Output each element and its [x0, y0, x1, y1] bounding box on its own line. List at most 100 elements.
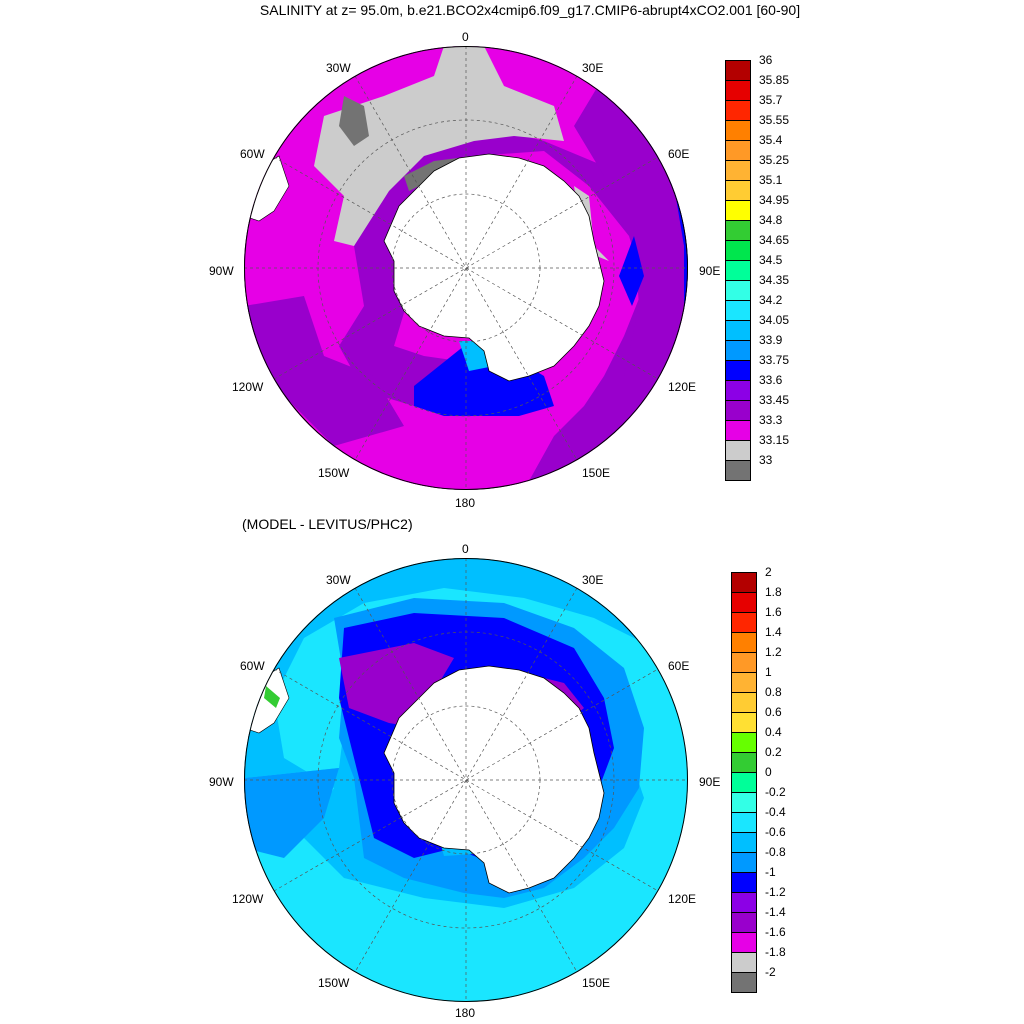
difference-colorbar-label: 0: [765, 765, 772, 779]
salinity-colorbar-swatch: [725, 280, 751, 301]
salinity-colorbar-label: 36: [759, 53, 773, 67]
salinity-colorbar-swatch: [725, 340, 751, 361]
difference-colorbar-swatch: [731, 892, 757, 913]
difference-colorbar-label: -1.6: [765, 925, 786, 939]
lon-label-120e-bottom: 120E: [668, 892, 697, 906]
salinity-colorbar-label: 35.7: [759, 93, 783, 107]
difference-colorbar-label: 0.8: [765, 685, 782, 699]
difference-colorbar-swatch: [731, 812, 757, 833]
salinity-colorbar-label: 34.95: [759, 193, 790, 207]
lon-label-60e: 60E: [668, 147, 690, 161]
difference-colorbar-label: -1.2: [765, 885, 786, 899]
difference-colorbar-swatch: [731, 672, 757, 693]
difference-colorbar-swatch: [731, 912, 757, 933]
salinity-colorbar-swatch: [725, 260, 751, 281]
difference-colorbar-swatch: [731, 632, 757, 653]
salinity-gray-region: [314, 46, 564, 246]
plot-title: SALINITY at z= 95.0m, b.e21.BCO2x4cmip6.…: [259, 2, 801, 18]
salinity-colorbar-label: 34.8: [759, 213, 783, 227]
salinity-colorbar-label: 33.9: [759, 333, 783, 347]
difference-colorbar-label: 1.4: [765, 625, 782, 639]
lon-label-0-bottom: 0: [462, 542, 469, 556]
salinity-colorbar-swatch: [725, 400, 751, 421]
difference-colorbar-label: 1.8: [765, 585, 782, 599]
antarctica-land: [383, 153, 605, 382]
salinity-colorbar-swatch: [725, 200, 751, 221]
salinity-colorbar-label: 35.25: [759, 153, 790, 167]
difference-colorbar-label: -1.8: [765, 945, 786, 959]
lon-label-0: 0: [462, 30, 469, 44]
salinity-colorbar-label: 33.3: [759, 413, 783, 427]
lon-label-150w: 150W: [318, 466, 350, 480]
salinity-colorbar-swatch: [725, 80, 751, 101]
lon-label-90e: 90E: [699, 264, 721, 278]
difference-colorbar: 2 1.8 1.6 1.4 1.2 1 0.8 0.6 0.4 0.2 0 -0.2 -0.4 -0.6 -…: [731, 565, 821, 993]
difference-colorbar-swatch: [731, 852, 757, 873]
antarctica-land-bottom: [383, 665, 605, 894]
lon-label-180: 180: [455, 496, 476, 510]
salinity-colorbar-label: 35.4: [759, 133, 783, 147]
difference-colorbar-swatch: [731, 752, 757, 773]
lon-label-150w-bottom: 150W: [318, 976, 350, 990]
difference-colorbar-label: 1.2: [765, 645, 782, 659]
lon-label-120w-bottom: 120W: [232, 892, 264, 906]
difference-colorbar-label: 2: [765, 565, 772, 579]
salinity-colorbar-label: 33.6: [759, 373, 783, 387]
difference-colorbar-swatch: [731, 932, 757, 953]
salinity-colorbar-swatch: [725, 380, 751, 401]
difference-colorbar-swatch: [731, 612, 757, 633]
lon-label-60w: 60W: [240, 147, 265, 161]
lon-label-150e: 150E: [582, 466, 611, 480]
salinity-colorbar-swatch: [725, 320, 751, 341]
salinity-colorbar-label: 34.35: [759, 273, 790, 287]
salinity-colorbar-swatch: [725, 220, 751, 241]
lon-label-90w: 90W: [209, 264, 234, 278]
lon-label-120w: 120W: [232, 380, 264, 394]
difference-colorbar-label: -2: [765, 965, 776, 979]
salinity-colorbar-swatch: [725, 160, 751, 181]
salinity-colorbar-swatch: [725, 240, 751, 261]
lon-label-120e: 120E: [668, 380, 697, 394]
salinity-colorbar-label: 33.75: [759, 353, 790, 367]
difference-colorbar-label: 1.6: [765, 605, 782, 619]
salinity-colorbar-label: 34.65: [759, 233, 790, 247]
lon-label-180-bottom: 180: [455, 1006, 476, 1020]
difference-subtitle: (MODEL - LEVITUS/PHC2): [242, 516, 413, 532]
difference-colorbar-swatch: [731, 792, 757, 813]
difference-colorbar-label: -0.8: [765, 845, 786, 859]
salinity-colorbar: 36 35.85 35.7 35.55 35.4 35.25 35.1 34.95 34.8 34…: [725, 53, 815, 481]
difference-colorbar-swatch: [731, 732, 757, 753]
salinity-colorbar-label: 35.55: [759, 113, 790, 127]
salinity-colorbar-swatch: [725, 440, 751, 461]
salinity-colorbar-label: 35.85: [759, 73, 790, 87]
difference-colorbar-label: 0.6: [765, 705, 782, 719]
difference-colorbar-label: -1: [765, 865, 776, 879]
difference-colorbar-label: -0.4: [765, 805, 786, 819]
salinity-colorbar-swatch: [725, 300, 751, 321]
lon-label-30e: 30E: [582, 61, 604, 75]
salinity-colorbar-swatch: [725, 360, 751, 381]
salinity-colorbar-label: 33.45: [759, 393, 790, 407]
salinity-colorbar-swatch: [725, 140, 751, 161]
salinity-colorbar-swatch: [725, 420, 751, 441]
lon-label-90w-bottom: 90W: [209, 775, 234, 789]
salinity-colorbar-swatch: [725, 180, 751, 201]
difference-colorbar-swatch: [731, 712, 757, 733]
difference-colorbar-swatch: [731, 952, 757, 973]
lon-label-60w-bottom: 60W: [240, 659, 265, 673]
difference-colorbar-swatch: [731, 692, 757, 713]
salinity-colorbar-label: 35.1: [759, 173, 783, 187]
difference-colorbar-label: -0.2: [765, 785, 786, 799]
lon-label-30e-bottom: 30E: [582, 573, 604, 587]
lon-label-30w: 30W: [326, 61, 351, 75]
salinity-colorbar-label: 33: [759, 453, 773, 467]
difference-colorbar-label: 1: [765, 665, 772, 679]
salinity-colorbar-label: 34.05: [759, 313, 790, 327]
lon-label-30w-bottom: 30W: [326, 573, 351, 587]
difference-colorbar-swatch: [731, 572, 757, 593]
difference-colorbar-swatch: [731, 772, 757, 793]
salinity-colorbar-label: 34.2: [759, 293, 783, 307]
salinity-colorbar-swatch: [725, 120, 751, 141]
difference-colorbar-label: 0.2: [765, 745, 782, 759]
salinity-colorbar-swatch: [725, 100, 751, 121]
